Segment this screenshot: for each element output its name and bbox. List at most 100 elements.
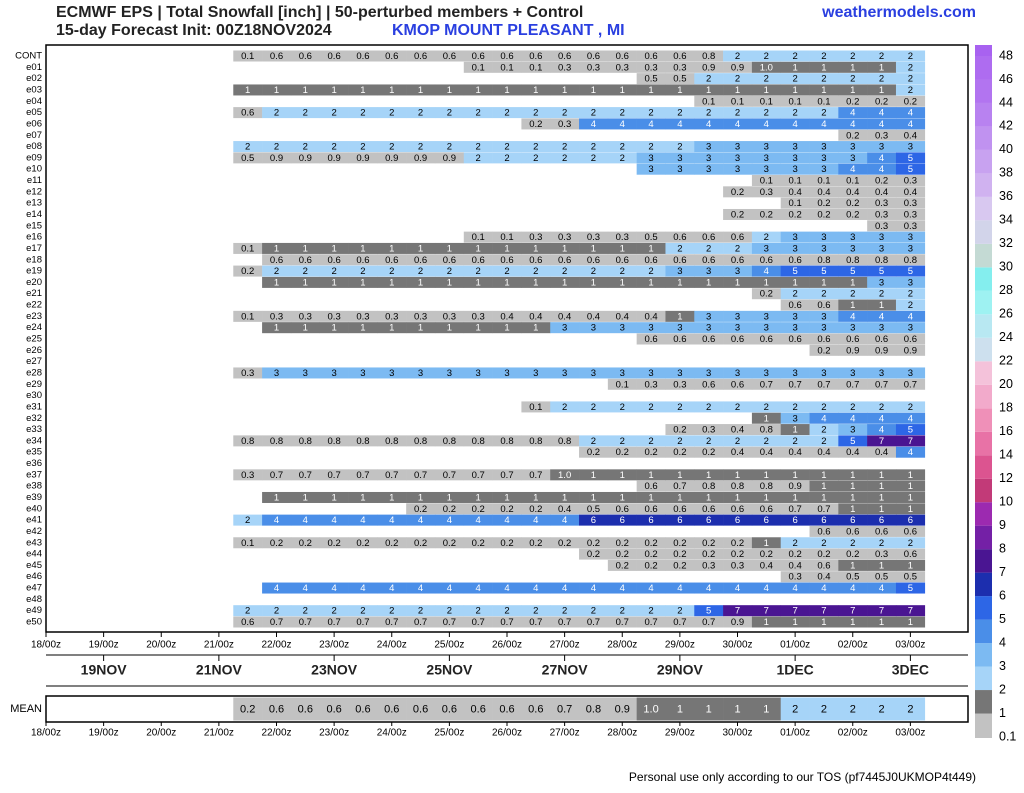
cell	[723, 559, 753, 571]
cell-label: 6	[648, 515, 653, 526]
cell-label: 0.7	[328, 617, 341, 628]
colorbar-label: 34	[999, 213, 1013, 227]
cell	[377, 152, 407, 164]
cell	[607, 559, 637, 571]
cell	[348, 242, 378, 254]
cell	[262, 367, 292, 379]
cell-label: 5	[908, 583, 913, 594]
cell	[262, 616, 292, 628]
colorbar-band	[975, 102, 992, 127]
cell	[780, 84, 810, 96]
cell	[434, 254, 465, 266]
cell	[694, 84, 724, 96]
cell	[607, 537, 637, 549]
cell	[694, 424, 724, 436]
cell-label: 1	[763, 703, 769, 715]
cell	[463, 84, 493, 96]
colorbar-band	[975, 173, 992, 197]
cell-label: 0.1	[472, 232, 485, 243]
cell	[348, 514, 378, 526]
cell	[636, 367, 666, 379]
colorbar-band	[975, 290, 992, 315]
cell	[838, 697, 868, 721]
cell	[780, 367, 810, 379]
cell	[636, 480, 666, 492]
cell	[521, 265, 551, 277]
row-label: e47	[26, 583, 42, 594]
cell	[895, 616, 926, 628]
cell-label: 3	[677, 164, 682, 175]
cell	[809, 61, 839, 73]
cell	[838, 276, 868, 288]
cell	[434, 152, 465, 164]
cell	[550, 152, 580, 164]
cell-label: 3	[792, 164, 797, 175]
cell-label: 3	[764, 164, 769, 175]
cell	[895, 367, 926, 379]
row-label: e21	[26, 288, 42, 299]
cell	[867, 107, 897, 119]
cell-label: 2	[879, 51, 884, 62]
cell-label: 4	[850, 164, 855, 175]
cell	[723, 435, 753, 447]
mean-x-tick-label: 28/00z	[607, 728, 637, 739]
cell-label: 3	[879, 232, 884, 243]
cell	[348, 697, 378, 721]
cell	[636, 310, 666, 322]
cell	[809, 559, 839, 571]
cell	[780, 276, 810, 288]
cell	[838, 107, 868, 119]
cell-label: 0.6	[270, 255, 283, 266]
cell	[406, 616, 436, 628]
cell	[636, 446, 666, 458]
cell	[809, 367, 839, 379]
cell	[694, 559, 724, 571]
cell	[406, 322, 436, 334]
cell	[579, 61, 609, 73]
cell	[895, 548, 926, 560]
cell-label: 0.4	[875, 447, 888, 458]
cell	[521, 242, 551, 254]
cell	[838, 61, 868, 73]
colorbar-band	[975, 643, 992, 667]
cell	[579, 254, 609, 266]
colorbar-band	[975, 79, 992, 103]
cell-label: 0.2	[414, 504, 427, 515]
cell-label: 2	[274, 606, 279, 617]
cell	[463, 537, 493, 549]
cell	[665, 163, 695, 175]
cell	[895, 299, 926, 311]
cell-label: 0.8	[558, 436, 571, 447]
cell-label: 2	[620, 266, 625, 277]
cell-label: 2	[648, 606, 653, 617]
cell	[550, 582, 580, 594]
cell-label: 2	[620, 142, 625, 153]
cell	[867, 367, 897, 379]
cell-label: 0.6	[673, 232, 686, 243]
cell-label: 4	[562, 583, 567, 594]
cell-label: 3	[389, 368, 394, 379]
cell-label: 3	[735, 323, 740, 334]
cell	[607, 242, 637, 254]
cell	[694, 141, 724, 153]
cell-label: 0.6	[299, 51, 312, 62]
cell-label: 4	[677, 583, 682, 594]
cell-label: 0.3	[328, 311, 341, 322]
cell	[723, 514, 753, 526]
cell	[233, 469, 263, 481]
cell	[319, 697, 349, 721]
cell-label: 4	[303, 583, 308, 594]
cell	[838, 367, 868, 379]
row-label: e14	[26, 209, 42, 220]
cell-label: 3	[821, 142, 826, 153]
colorbar-label: 42	[999, 119, 1013, 133]
cell	[348, 107, 378, 119]
cell	[723, 141, 753, 153]
cell-label: 0.6	[414, 255, 427, 266]
cell	[521, 537, 551, 549]
cell-label: 1	[821, 470, 826, 481]
row-label: e11	[27, 175, 42, 186]
cell-label: 0.6	[846, 526, 859, 537]
cell	[895, 571, 926, 583]
cell-label: 0.3	[673, 62, 686, 73]
